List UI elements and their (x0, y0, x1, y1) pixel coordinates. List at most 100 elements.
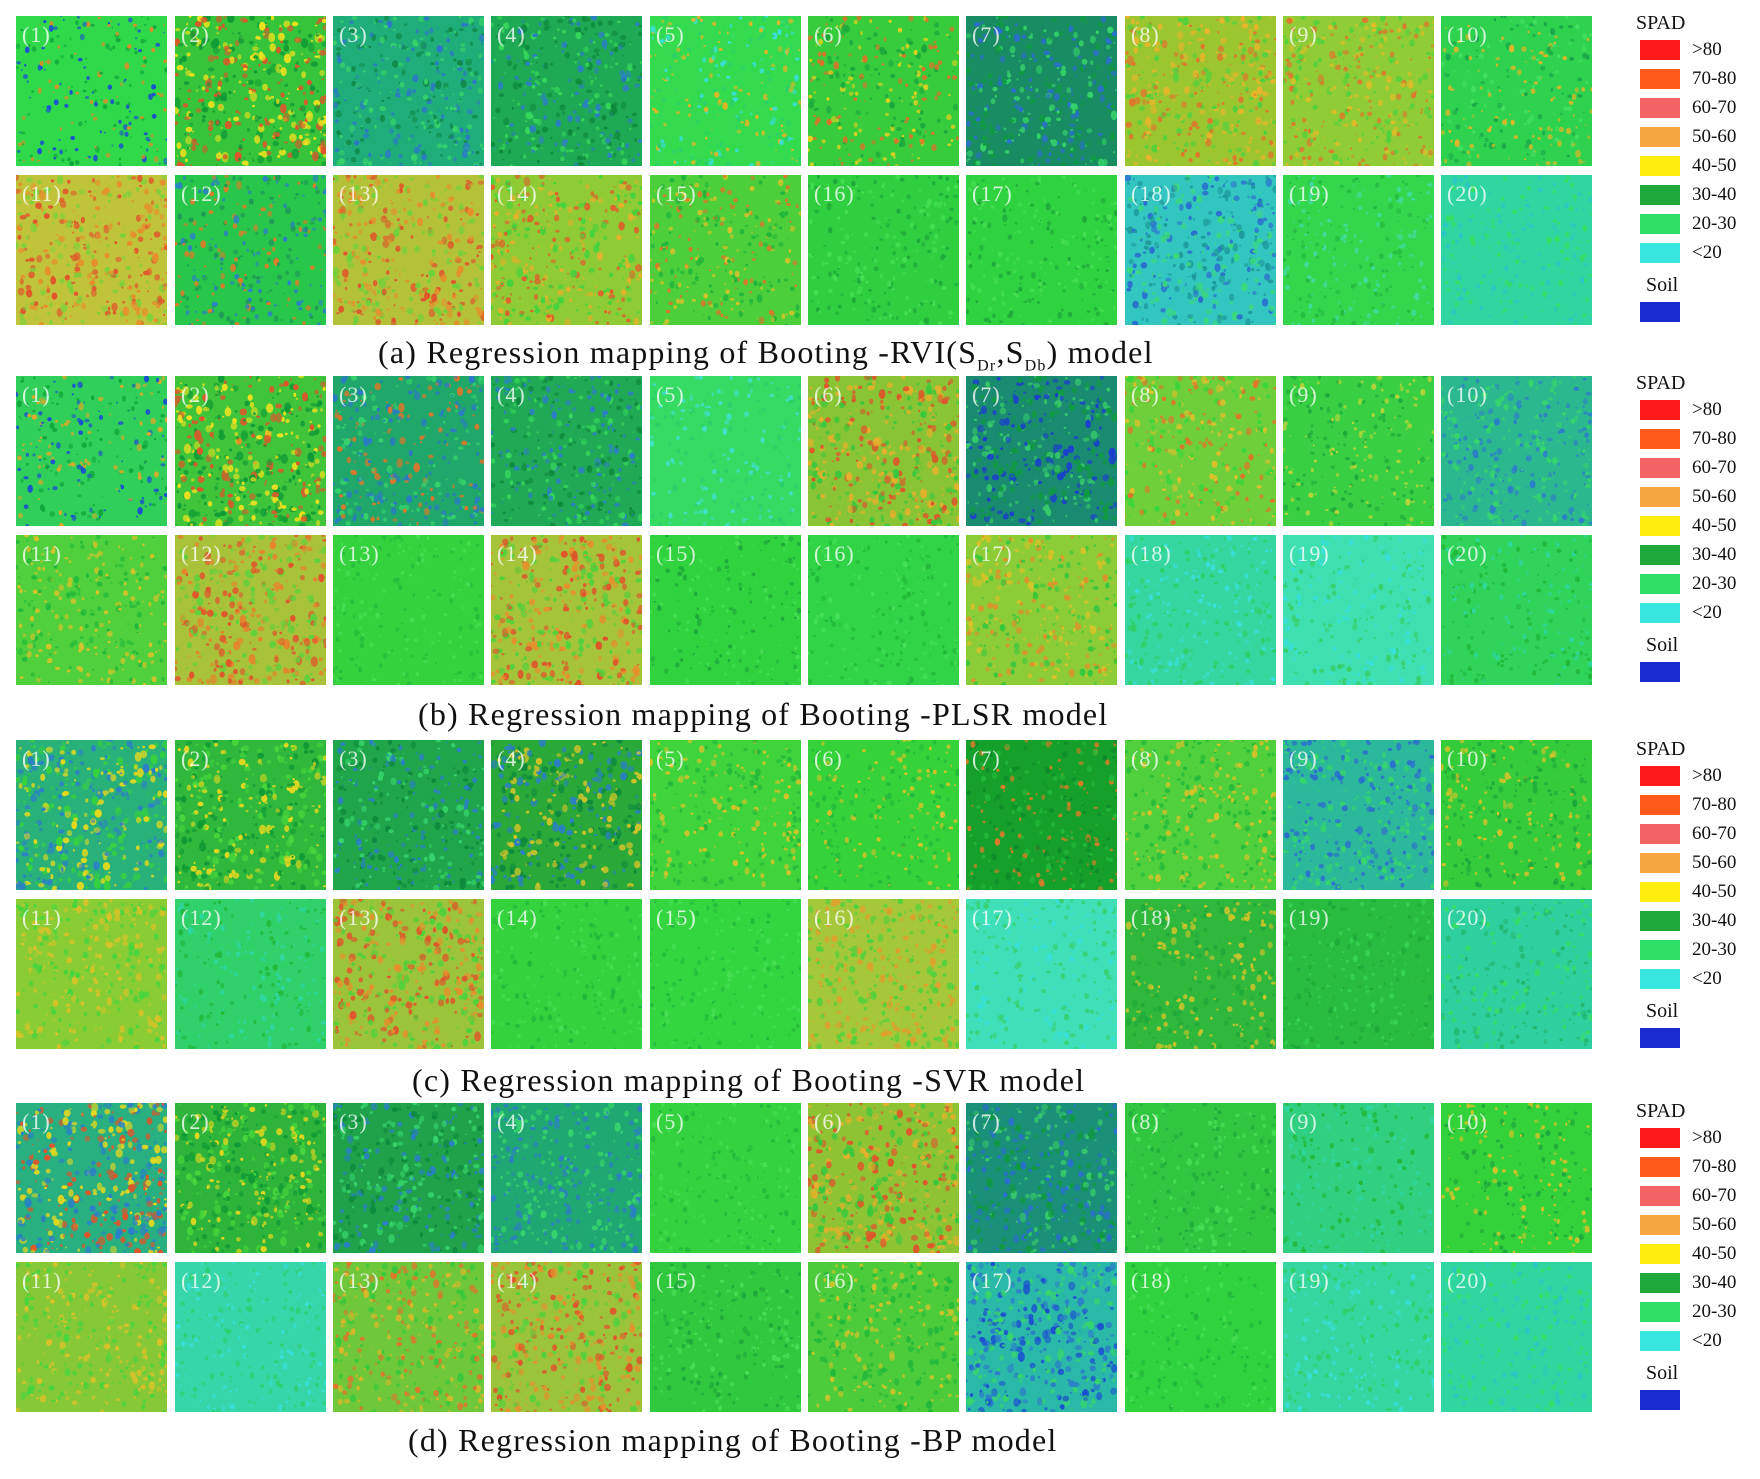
spad-texture (808, 1103, 959, 1253)
tile-number: (9) (1289, 382, 1318, 408)
legend-swatch (1640, 98, 1680, 118)
legend-title: SPAD (1636, 12, 1685, 35)
map-tile: (12) (175, 175, 326, 325)
tile-number: (18) (1131, 905, 1172, 931)
tile-number: (14) (497, 181, 538, 207)
spad-texture (16, 175, 167, 325)
legend-label: 40-50 (1692, 515, 1736, 537)
spad-texture (1125, 740, 1276, 890)
map-tile: (7) (966, 376, 1117, 526)
legend-swatch (1640, 458, 1680, 478)
legend-label: 30-40 (1692, 544, 1736, 566)
legend-label: 40-50 (1692, 881, 1736, 903)
map-tile: (10) (1441, 16, 1592, 166)
legend-label: 30-40 (1692, 910, 1736, 932)
map-tile: (6) (808, 16, 959, 166)
spad-texture (966, 1103, 1117, 1253)
tile-number: (10) (1447, 382, 1488, 408)
map-tile: (10) (1441, 376, 1592, 526)
map-tile: (11) (16, 175, 167, 325)
map-tile: (1) (16, 376, 167, 526)
legend-swatch (1640, 1302, 1680, 1322)
spad-texture (16, 535, 167, 685)
tile-number: (11) (22, 181, 62, 207)
tile-number: (17) (972, 1268, 1013, 1294)
legend-soil-label: Soil (1646, 1000, 1678, 1023)
legend-swatch (1640, 429, 1680, 449)
spad-texture (175, 16, 326, 166)
spad-texture (333, 740, 484, 890)
tile-number: (4) (497, 746, 526, 772)
tile-number: (17) (972, 541, 1013, 567)
spad-texture (1125, 175, 1276, 325)
tile-number: (4) (497, 382, 526, 408)
map-tile: (16) (808, 535, 959, 685)
spad-texture (16, 1262, 167, 1412)
spad-texture (808, 740, 959, 890)
map-tile: (17) (966, 1262, 1117, 1412)
tile-number: (11) (22, 541, 62, 567)
legend-soil-swatch (1640, 1390, 1680, 1410)
legend-swatch (1640, 1244, 1680, 1264)
tile-number: (15) (656, 1268, 697, 1294)
legend-swatch (1640, 911, 1680, 931)
caption-subscript: Db (1025, 357, 1047, 374)
legend-swatch (1640, 1186, 1680, 1206)
spad-texture (966, 1262, 1117, 1412)
spad-texture (650, 535, 801, 685)
panel-d-grid: (1) (2) (3) (4) (5) (6) (7) (8) (9) (10) (11) (12) (… (16, 1103, 1598, 1413)
spad-texture (1441, 16, 1592, 166)
spad-texture (175, 899, 326, 1049)
tile-number: (8) (1131, 1109, 1160, 1135)
spad-texture (1283, 16, 1434, 166)
legend-label: 70-80 (1692, 68, 1736, 90)
map-tile: (20) (1441, 899, 1592, 1049)
legend-swatch (1640, 795, 1680, 815)
tile-number: (12) (181, 541, 222, 567)
legend-swatch (1640, 214, 1680, 234)
legend-swatch (1640, 1128, 1680, 1148)
tile-number: (20) (1447, 181, 1488, 207)
tile-number: (20) (1447, 905, 1488, 931)
map-tile: (4) (491, 740, 642, 890)
tile-number: (1) (22, 1109, 51, 1135)
map-tile: (15) (650, 899, 801, 1049)
spad-texture (333, 899, 484, 1049)
map-tile: (12) (175, 1262, 326, 1412)
map-tile: (2) (175, 16, 326, 166)
panel-caption: (d) Regression mapping of Booting -BP mo… (408, 1422, 1058, 1459)
spad-texture (16, 1103, 167, 1253)
legend-swatch (1640, 824, 1680, 844)
tile-number: (7) (972, 1109, 1001, 1135)
tile-number: (19) (1289, 541, 1330, 567)
legend-title: SPAD (1636, 372, 1685, 395)
tile-number: (13) (339, 905, 380, 931)
spad-legend: SPAD >80 70-80 60-70 50-60 40-50 30-40 20-30 <20… (1628, 372, 1753, 682)
tile-number: (20) (1447, 1268, 1488, 1294)
spad-texture (1125, 535, 1276, 685)
legend-label: 50-60 (1692, 126, 1736, 148)
map-tile: (7) (966, 16, 1117, 166)
map-tile: (8) (1125, 16, 1276, 166)
map-tile: (15) (650, 175, 801, 325)
map-tile: (9) (1283, 1103, 1434, 1253)
map-tile: (15) (650, 1262, 801, 1412)
map-tile: (17) (966, 899, 1117, 1049)
legend-label: 20-30 (1692, 1301, 1736, 1323)
spad-texture (1283, 899, 1434, 1049)
tile-number: (3) (339, 382, 368, 408)
spad-texture (175, 376, 326, 526)
spad-texture (1441, 740, 1592, 890)
tile-number: (20) (1447, 541, 1488, 567)
spad-texture (808, 376, 959, 526)
map-tile: (5) (650, 16, 801, 166)
legend-label: 50-60 (1692, 486, 1736, 508)
map-tile: (8) (1125, 376, 1276, 526)
tile-number: (14) (497, 905, 538, 931)
map-tile: (8) (1125, 1103, 1276, 1253)
spad-texture (175, 175, 326, 325)
tile-number: (6) (814, 746, 843, 772)
map-tile: (1) (16, 16, 167, 166)
tile-number: (5) (656, 22, 685, 48)
